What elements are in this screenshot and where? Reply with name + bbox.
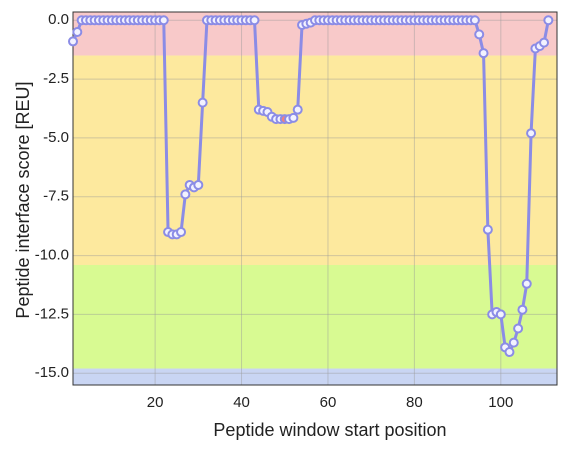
data-point (474, 29, 485, 40)
plot-frame (72, 11, 558, 386)
score-band (73, 368, 557, 385)
data-point (495, 309, 506, 320)
data-point (292, 104, 303, 115)
data-point (513, 323, 524, 334)
data-point (288, 112, 299, 123)
x-tick-label: 80 (406, 394, 423, 411)
y-tick-label: -7.5 (43, 188, 69, 205)
y-tick-label: -2.5 (43, 70, 69, 87)
data-point (508, 337, 519, 348)
y-axis-label: Peptide interface score [REU] (13, 81, 33, 318)
data-point (176, 227, 187, 238)
data-point (72, 27, 83, 38)
y-tick-label: 0.0 (48, 11, 69, 28)
data-point (478, 48, 489, 59)
data-point (193, 179, 204, 190)
data-point (197, 97, 208, 108)
data-point (521, 278, 532, 289)
data-point (543, 15, 554, 26)
data-point (482, 224, 493, 235)
x-tick-label: 60 (320, 394, 337, 411)
data-point (68, 36, 78, 47)
y-tick-label: -15.0 (35, 364, 69, 381)
data-point (180, 189, 191, 200)
data-point (517, 304, 528, 315)
score-band (73, 264, 557, 369)
data-point (249, 15, 260, 26)
x-tick-label: 20 (147, 394, 164, 411)
data-point (469, 15, 480, 26)
y-tick-label: -10.0 (35, 247, 69, 264)
data-point (526, 128, 537, 139)
data-point (158, 15, 169, 26)
x-axis-label: Peptide window start position (213, 420, 446, 440)
data-point (504, 347, 515, 358)
x-tick-label: 100 (488, 394, 513, 411)
y-tick-label: -5.0 (43, 129, 69, 146)
score-band (73, 55, 557, 265)
y-tick-label: -12.5 (35, 305, 69, 322)
x-tick-label: 40 (233, 394, 250, 411)
data-point (539, 37, 550, 48)
